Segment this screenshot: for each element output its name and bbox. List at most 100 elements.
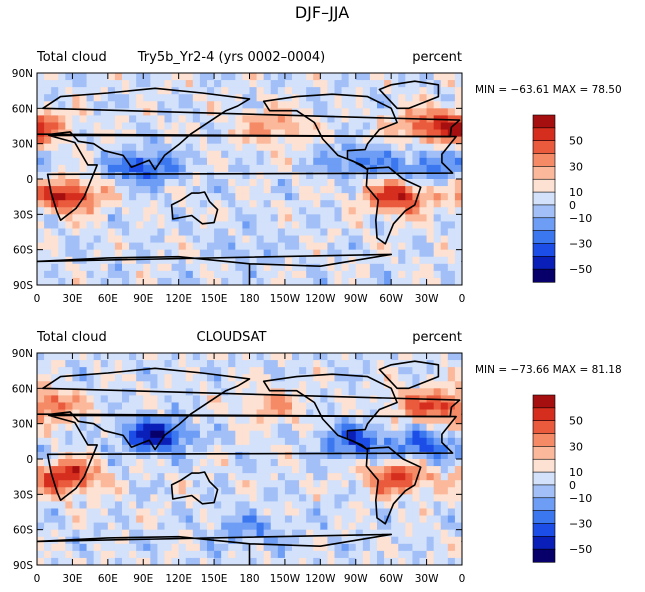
- field-cell: [391, 480, 399, 488]
- x-tick-label: 120E: [165, 573, 192, 585]
- field-cell: [377, 94, 385, 102]
- field-cell: [129, 459, 137, 467]
- field-cell: [391, 367, 399, 375]
- field-cell: [454, 207, 462, 215]
- field-cell: [277, 270, 286, 279]
- field-cell: [369, 122, 378, 131]
- field-cell: [164, 235, 173, 244]
- field-cell: [369, 249, 378, 258]
- field-cell: [79, 451, 88, 460]
- field-cell: [348, 221, 357, 230]
- field-cell: [277, 164, 286, 173]
- field-cell: [214, 186, 222, 194]
- field-cell: [313, 444, 321, 453]
- field-cell: [369, 150, 378, 159]
- field-cell: [51, 543, 59, 552]
- field-cell: [242, 508, 251, 517]
- y-tick-label: 60S: [13, 525, 33, 537]
- field-cell: [306, 87, 314, 95]
- field-cell: [256, 367, 265, 375]
- field-cell: [299, 73, 307, 81]
- field-cell: [93, 277, 102, 285]
- field-cell: [221, 179, 229, 187]
- field-cell: [419, 550, 428, 559]
- field-cell: [327, 193, 336, 201]
- field-cell: [306, 242, 314, 251]
- field-cell: [355, 94, 364, 102]
- field-cell: [37, 164, 45, 173]
- field-cell: [65, 543, 74, 552]
- field-cell: [65, 353, 74, 361]
- field-cell: [270, 143, 279, 152]
- field-cell: [327, 242, 336, 251]
- field-cell: [277, 207, 286, 215]
- field-cell: [277, 179, 286, 187]
- field-cell: [284, 228, 293, 237]
- field-cell: [348, 529, 357, 538]
- field-cell: [320, 402, 329, 411]
- field-cell: [192, 522, 201, 531]
- field-cell: [334, 228, 343, 237]
- field-cell: [284, 494, 293, 502]
- field-cell: [249, 277, 258, 285]
- y-tick-label: 30N: [12, 139, 33, 151]
- field-cell: [355, 395, 364, 404]
- field-cell: [58, 200, 66, 208]
- field-cell: [454, 157, 462, 166]
- field-cell: [398, 94, 406, 102]
- field-cell: [391, 129, 399, 138]
- field-cell: [65, 171, 74, 180]
- field-cell: [164, 207, 173, 215]
- field-cell: [362, 508, 371, 517]
- field-cell: [313, 437, 321, 446]
- field-cell: [214, 508, 222, 517]
- field-cell: [292, 515, 300, 524]
- field-cell: [426, 466, 435, 474]
- field-cell: [235, 263, 244, 272]
- field-cell: [369, 430, 378, 439]
- field-cell: [228, 367, 236, 375]
- field-cell: [384, 143, 392, 152]
- field-cell: [58, 402, 66, 411]
- field-cell: [320, 200, 329, 208]
- field-cell: [185, 214, 194, 222]
- field-cell: [320, 80, 329, 88]
- field-cell: [143, 171, 151, 180]
- field-cell: [433, 409, 442, 418]
- field-cell: [79, 374, 88, 382]
- field-cell: [178, 221, 187, 230]
- field-cell: [398, 550, 406, 559]
- field-cell: [426, 430, 435, 439]
- field-cell: [433, 536, 442, 545]
- field-cell: [299, 228, 307, 237]
- field-cell: [277, 515, 286, 524]
- field-cell: [150, 221, 159, 230]
- field-cell: [164, 494, 173, 502]
- field-cell: [313, 409, 321, 418]
- field-cell: [369, 466, 378, 474]
- field-cell: [341, 522, 350, 531]
- field-cell: [86, 522, 95, 531]
- field-cell: [185, 451, 194, 460]
- field-cell: [37, 87, 45, 95]
- field-cell: [228, 186, 236, 194]
- field-cell: [412, 353, 421, 361]
- field-cell: [164, 473, 173, 481]
- field-cell: [72, 179, 81, 187]
- field-cell: [37, 136, 45, 145]
- field-cell: [86, 221, 95, 230]
- field-cell: [292, 374, 300, 382]
- field-cell: [433, 108, 442, 116]
- field-cell: [171, 207, 180, 215]
- field-cell: [398, 487, 406, 495]
- field-cell: [447, 374, 456, 382]
- field-cell: [129, 480, 137, 488]
- field-cell: [405, 228, 414, 237]
- field-cell: [320, 214, 329, 222]
- field-cell: [86, 108, 95, 116]
- field-cell: [440, 164, 449, 173]
- field-cell: [143, 179, 151, 187]
- field-cell: [107, 557, 116, 565]
- field-cell: [263, 221, 272, 230]
- field-cell: [214, 136, 222, 145]
